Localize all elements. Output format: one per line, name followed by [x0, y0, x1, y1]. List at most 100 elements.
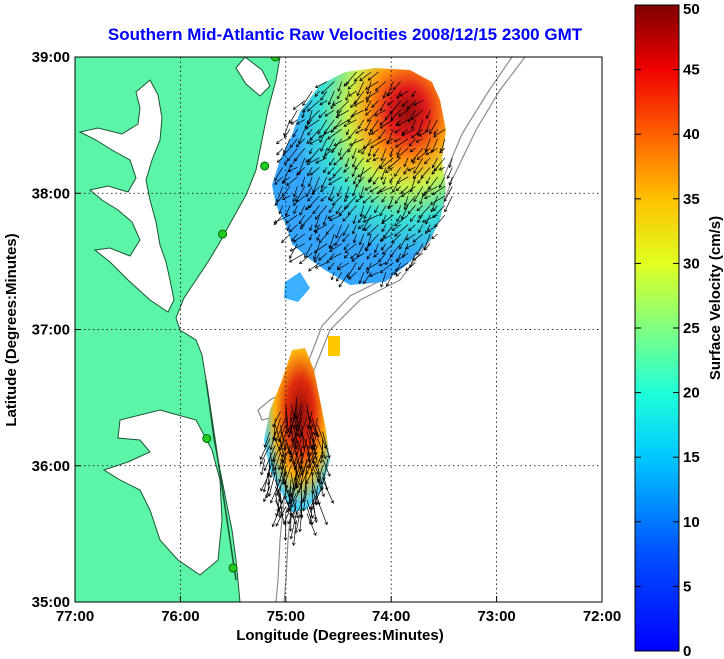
velocity-vector: [282, 465, 287, 485]
velocity-vector: [379, 205, 387, 216]
velocity-vector-head: [407, 210, 412, 215]
velocity-vector: [294, 458, 302, 481]
velocity-vector: [292, 499, 297, 519]
velocity-vector: [358, 167, 365, 183]
velocity-vector-head: [301, 114, 305, 119]
velocity-vector: [422, 214, 438, 223]
velocity-vector: [431, 233, 438, 239]
velocity-vector-head: [296, 424, 301, 428]
velocity-vector-head: [288, 228, 293, 233]
velocity-vector: [274, 452, 281, 471]
velocity-vector: [433, 129, 438, 135]
velocity-vector-head: [313, 259, 318, 263]
hf-radar-stations: [202, 57, 280, 573]
velocity-vector-head: [274, 438, 279, 442]
velocity-vector-head: [281, 196, 286, 201]
velocity-vector: [379, 186, 387, 192]
velocity-vector: [306, 109, 320, 124]
velocity-vector: [289, 157, 298, 168]
velocity-vector: [407, 167, 416, 171]
velocity-vector: [320, 186, 328, 192]
velocity-vector-head: [427, 228, 431, 232]
velocity-vector-head: [398, 113, 402, 117]
velocity-vector: [331, 272, 335, 280]
colorbar-tick-label: 0: [683, 643, 691, 659]
velocity-vector-head: [292, 542, 296, 546]
velocity-vector: [365, 81, 379, 90]
velocity-vector-head: [354, 166, 358, 170]
velocity-vector: [344, 243, 357, 254]
velocity-vector: [306, 157, 320, 165]
velocity-vector: [405, 233, 416, 241]
x-tick-label: 77:00: [56, 608, 94, 625]
velocity-vector: [394, 167, 401, 177]
velocity-vector-head: [283, 495, 287, 500]
velocity-vector: [369, 271, 379, 277]
velocity-vector: [292, 195, 298, 202]
velocity-vector: [420, 167, 431, 179]
velocity-vector-head: [293, 425, 297, 429]
velocity-vector: [272, 411, 281, 427]
velocity-vector: [320, 138, 328, 152]
velocity-vector: [295, 424, 297, 448]
velocity-vector-head: [416, 156, 421, 161]
velocity-vector-head: [399, 245, 403, 250]
velocity-vector-head: [351, 258, 355, 262]
velocity-vector-head: [310, 446, 315, 450]
velocity-vector-head: [387, 165, 392, 169]
velocity-vector: [444, 186, 453, 202]
velocity-vector-head: [423, 246, 427, 251]
velocity-vector-head: [401, 132, 405, 137]
velocity-vector-head: [355, 198, 359, 203]
velocity-vector: [289, 431, 297, 455]
velocity-vector: [322, 431, 330, 459]
velocity-vector: [311, 417, 319, 438]
velocity-vector-head: [312, 256, 317, 260]
velocity-vector: [328, 186, 335, 201]
velocity-vector: [366, 262, 379, 270]
velocity-vector: [278, 458, 287, 483]
velocity-vector: [370, 138, 387, 148]
velocity-vector: [394, 214, 409, 227]
velocity-vector-head: [281, 180, 286, 185]
velocity-vector-head: [412, 175, 417, 180]
velocity-vector: [293, 233, 305, 243]
velocity-vector: [364, 119, 372, 132]
velocity-vector: [309, 128, 320, 141]
velocity-vector: [274, 424, 283, 447]
velocity-vector-head: [290, 504, 295, 508]
velocity-vector: [345, 186, 350, 198]
velocity-vector: [285, 411, 288, 434]
velocity-vector-head: [309, 136, 313, 141]
velocity-vector: [273, 214, 291, 223]
velocity-vector: [351, 252, 364, 262]
velocity-vector-head: [293, 210, 297, 215]
velocity-vector: [317, 119, 328, 135]
velocity-vector-head: [448, 164, 452, 169]
velocity-vector: [347, 205, 357, 216]
velocity-vector-head: [292, 133, 296, 138]
velocity-vector: [317, 499, 328, 525]
velocity-vector-head: [319, 139, 323, 143]
velocity-vector-head: [350, 255, 354, 259]
velocity-vector: [424, 157, 431, 165]
velocity-vector-head: [259, 456, 263, 460]
velocity-vector-head: [382, 95, 386, 99]
velocity-vector-head: [320, 454, 325, 459]
velocity-vector-head: [409, 189, 414, 193]
velocity-vector-head: [322, 221, 327, 226]
velocity-vector-head: [330, 129, 335, 133]
velocity-vector: [417, 119, 424, 136]
velocity-vector: [336, 109, 342, 116]
velocity-vector: [335, 205, 342, 215]
velocity-vector-head: [403, 206, 408, 210]
velocity-vector-head: [296, 121, 300, 125]
velocity-vector: [397, 119, 409, 126]
velocity-vector: [294, 148, 306, 162]
velocity-vector: [270, 479, 281, 504]
velocity-vector: [293, 186, 298, 197]
velocity-vector: [323, 214, 328, 226]
velocity-vector-head: [424, 148, 429, 153]
velocity-vector-head: [372, 157, 377, 162]
velocity-vector: [321, 81, 335, 94]
